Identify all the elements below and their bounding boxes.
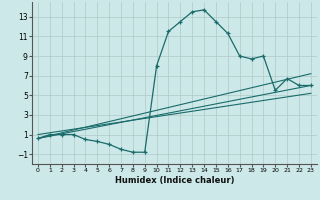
X-axis label: Humidex (Indice chaleur): Humidex (Indice chaleur)	[115, 176, 234, 185]
